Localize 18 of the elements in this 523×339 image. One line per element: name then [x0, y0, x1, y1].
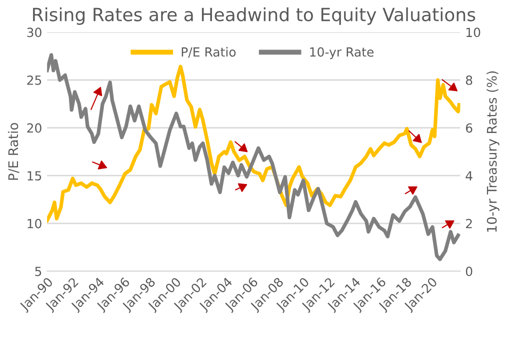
legend-label: P/E Ratio: [182, 47, 236, 58]
y2-tick-label: 0: [466, 266, 472, 276]
y-tick-label: 20: [27, 123, 42, 133]
chart-title: Rising Rates are a Headwind to Equity Valuations: [33, 7, 476, 25]
y2-tick-label: 6: [466, 123, 472, 133]
y2-axis-title: 10-yr Treasury Rates (%): [486, 71, 500, 232]
line-series: [47, 64, 460, 222]
y-tick-label: 25: [27, 75, 42, 85]
y-axis-title: P/E Ratio: [8, 123, 20, 180]
y2-tick-label: 10: [466, 28, 480, 38]
y-tick-label: 5: [35, 266, 42, 276]
legend-label: 10-yr Rate: [310, 47, 374, 60]
y-tick-label: 30: [27, 28, 42, 38]
y2-tick-label: 2: [466, 218, 472, 228]
y2-tick-label: 8: [466, 75, 472, 85]
y2-tick-label: 4: [466, 171, 472, 180]
y-tick-label: 10: [28, 218, 42, 228]
y-tick-label: 15: [28, 171, 42, 181]
